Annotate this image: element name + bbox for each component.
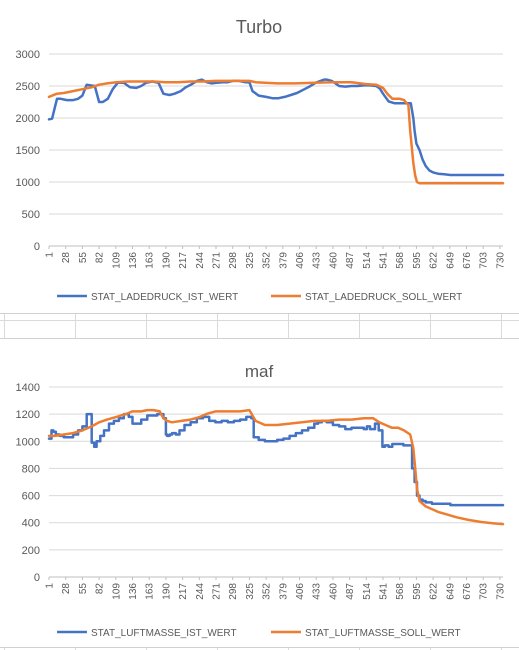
legend-label: STAT_LUFTMASSE_SOLL_WERT — [305, 628, 461, 639]
chart-title: maf — [245, 362, 274, 381]
x-tick-label: 217 — [178, 583, 189, 600]
x-tick-label: 325 — [245, 252, 256, 269]
x-tick-label: 541 — [379, 583, 390, 600]
x-tick-label: 676 — [462, 252, 473, 269]
x-tick-label: 433 — [312, 583, 323, 600]
y-tick-label: 1500 — [16, 145, 40, 157]
series-line-soll — [47, 408, 505, 526]
x-tick-label: 676 — [462, 583, 473, 600]
x-tick-label: 622 — [429, 252, 440, 269]
x-tick-label: 109 — [111, 252, 122, 269]
chart-turbo: Turbo 0 500 1000 1500 2000 2500 3000 1 28 55 82 109… — [16, 17, 507, 303]
series-line-ist — [47, 412, 505, 507]
x-tick-label: 487 — [345, 252, 356, 269]
x-tick-label: 730 — [495, 583, 506, 600]
x-tick-label: 136 — [128, 252, 139, 269]
x-tick-label: 406 — [295, 252, 306, 269]
y-tick-label: 2000 — [16, 113, 40, 125]
x-tick-label: 244 — [195, 252, 206, 269]
x-tick-label: 649 — [445, 252, 456, 269]
x-tick-label: 460 — [328, 583, 339, 600]
y-tick-label: 3000 — [16, 49, 40, 61]
x-tick-label: 271 — [212, 252, 223, 269]
chart-maf: maf 0 200 400 600 800 1000 1200 1400 1 28 55 82 109 1… — [16, 362, 507, 639]
x-tick-label: 1 — [45, 252, 56, 258]
x-tick-label: 190 — [161, 252, 172, 269]
x-tick-label: 28 — [61, 583, 72, 595]
y-tick-label: 400 — [22, 518, 40, 530]
x-tick-label: 136 — [128, 583, 139, 600]
x-tick-label: 325 — [245, 583, 256, 600]
x-tick-label: 298 — [228, 583, 239, 600]
x-tick-label: 703 — [479, 583, 490, 600]
x-tick-label: 163 — [145, 583, 156, 600]
x-tick-label: 1 — [45, 583, 56, 589]
x-tick-label: 568 — [395, 583, 406, 600]
x-tick-label: 541 — [379, 252, 390, 269]
x-tick-label: 352 — [262, 252, 273, 269]
x-tick-label: 568 — [395, 252, 406, 269]
x-tick-label: 271 — [212, 583, 223, 600]
x-tick-label: 595 — [412, 252, 423, 269]
y-tick-label: 200 — [22, 545, 40, 557]
x-tick-label: 595 — [412, 583, 423, 600]
x-tick-label: 379 — [278, 583, 289, 600]
x-tick-label: 406 — [295, 583, 306, 600]
x-tick-label: 55 — [78, 583, 89, 595]
x-tick-label: 703 — [479, 252, 490, 269]
x-tick-label: 82 — [95, 252, 106, 264]
chart-panel-maf[interactable]: maf 0 200 400 600 800 1000 1200 1400 1 28 55 82 109 1… — [0, 338, 519, 648]
x-tick-label: 622 — [429, 583, 440, 600]
x-tick-label: 55 — [78, 252, 89, 264]
x-tick-label: 109 — [111, 583, 122, 600]
y-tick-label: 1200 — [16, 409, 40, 421]
series-line-ist — [47, 78, 505, 177]
legend-label: STAT_LADEDRUCK_SOLL_WERT — [305, 292, 462, 303]
x-tick-label: 298 — [228, 252, 239, 269]
y-tick-label: 800 — [22, 463, 40, 475]
series-line-soll — [47, 79, 505, 185]
chart-title: Turbo — [236, 17, 282, 37]
x-tick-label: 352 — [262, 583, 273, 600]
y-tick-label: 0 — [34, 241, 40, 253]
x-tick-label: 649 — [445, 583, 456, 600]
x-tick-label: 28 — [61, 252, 72, 264]
y-tick-label: 1000 — [16, 436, 40, 448]
x-tick-label: 163 — [145, 252, 156, 269]
x-tick-label: 379 — [278, 252, 289, 269]
x-tick-label: 730 — [495, 252, 506, 269]
x-tick-label: 82 — [95, 583, 106, 595]
x-tick-label: 514 — [362, 252, 373, 269]
x-tick-label: 460 — [328, 252, 339, 269]
y-tick-label: 2500 — [16, 81, 40, 93]
x-tick-label: 217 — [178, 252, 189, 269]
chart-panel-turbo[interactable]: Turbo 0 500 1000 1500 2000 2500 3000 1 28 55 82 109… — [0, 0, 519, 314]
legend-label: STAT_LADEDRUCK_IST_WERT — [91, 292, 238, 303]
x-tick-label: 190 — [161, 583, 172, 600]
y-tick-label: 1400 — [16, 382, 40, 394]
y-tick-label: 600 — [22, 491, 40, 503]
y-tick-label: 1000 — [16, 177, 40, 189]
x-tick-label: 487 — [345, 583, 356, 600]
y-tick-label: 500 — [22, 209, 40, 221]
legend-label: STAT_LUFTMASSE_IST_WERT — [91, 628, 237, 639]
x-tick-label: 514 — [362, 583, 373, 600]
y-tick-label: 0 — [34, 572, 40, 584]
x-tick-label: 244 — [195, 583, 206, 600]
x-tick-label: 433 — [312, 252, 323, 269]
